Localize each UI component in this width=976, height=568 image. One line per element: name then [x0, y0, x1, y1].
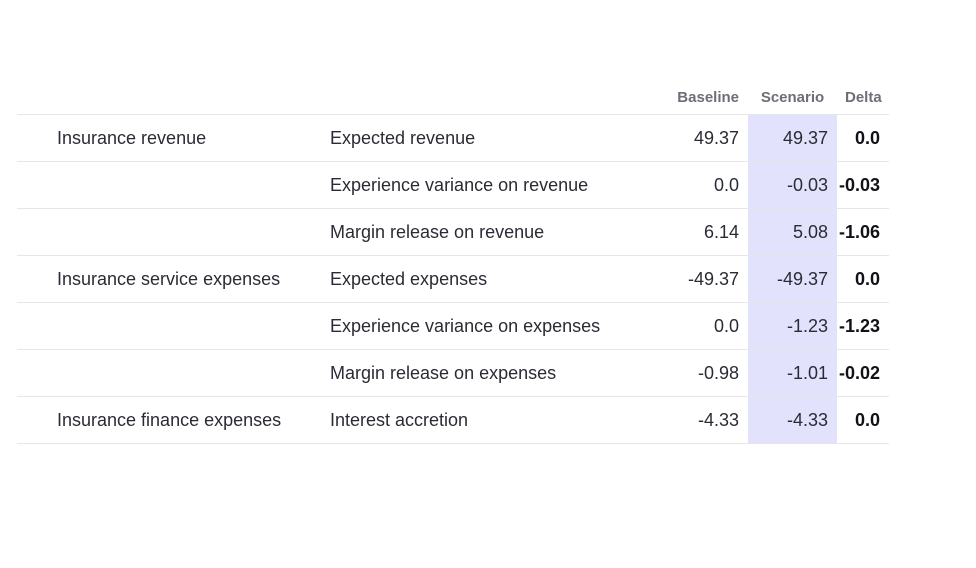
category-header — [17, 80, 330, 115]
delta-header[interactable]: Delta — [837, 80, 889, 115]
delta-cell: -0.02 — [837, 349, 889, 397]
item-cell: Margin release on revenue — [330, 208, 652, 256]
baseline-cell: 49.37 — [652, 114, 748, 162]
delta-cell: 0.0 — [837, 396, 889, 444]
category-cell — [17, 349, 330, 397]
table-row: Insurance finance expenses Interest accr… — [17, 396, 889, 444]
category-cell: Insurance revenue — [17, 114, 330, 162]
comparison-table-container: Baseline Scenario Delta Insurance revenu… — [17, 80, 889, 444]
item-cell: Expected revenue — [330, 114, 652, 162]
scenario-cell: -0.03 — [748, 161, 837, 209]
delta-cell: -1.06 — [837, 208, 889, 256]
delta-cell: 0.0 — [837, 255, 889, 303]
baseline-cell: 0.0 — [652, 302, 748, 350]
scenario-header[interactable]: Scenario — [748, 80, 837, 115]
category-cell: Insurance finance expenses — [17, 396, 330, 444]
delta-cell: -0.03 — [837, 161, 889, 209]
item-header — [330, 80, 652, 115]
baseline-header[interactable]: Baseline — [652, 80, 748, 115]
baseline-cell: -0.98 — [652, 349, 748, 397]
table-header-row: Baseline Scenario Delta — [17, 80, 889, 115]
scenario-cell: -1.23 — [748, 302, 837, 350]
category-cell — [17, 208, 330, 256]
baseline-cell: -49.37 — [652, 255, 748, 303]
comparison-table: Baseline Scenario Delta Insurance revenu… — [17, 80, 889, 444]
delta-cell: 0.0 — [837, 114, 889, 162]
category-cell — [17, 302, 330, 350]
scenario-cell: -4.33 — [748, 396, 837, 444]
table-row: Experience variance on expenses 0.0 -1.2… — [17, 302, 889, 350]
category-cell: Insurance service expenses — [17, 255, 330, 303]
item-cell: Experience variance on revenue — [330, 161, 652, 209]
table-row: Insurance revenue Expected revenue 49.37… — [17, 114, 889, 162]
category-cell — [17, 161, 330, 209]
scenario-cell: 5.08 — [748, 208, 837, 256]
table-row: Insurance service expenses Expected expe… — [17, 255, 889, 303]
scenario-cell: -49.37 — [748, 255, 837, 303]
scenario-cell: 49.37 — [748, 114, 837, 162]
table-row: Margin release on expenses -0.98 -1.01 -… — [17, 349, 889, 397]
item-cell: Interest accretion — [330, 396, 652, 444]
item-cell: Margin release on expenses — [330, 349, 652, 397]
delta-cell: -1.23 — [837, 302, 889, 350]
table-row: Experience variance on revenue 0.0 -0.03… — [17, 161, 889, 209]
table-row: Margin release on revenue 6.14 5.08 -1.0… — [17, 208, 889, 256]
item-cell: Expected expenses — [330, 255, 652, 303]
item-cell: Experience variance on expenses — [330, 302, 652, 350]
scenario-cell: -1.01 — [748, 349, 837, 397]
baseline-cell: 6.14 — [652, 208, 748, 256]
baseline-cell: 0.0 — [652, 161, 748, 209]
baseline-cell: -4.33 — [652, 396, 748, 444]
